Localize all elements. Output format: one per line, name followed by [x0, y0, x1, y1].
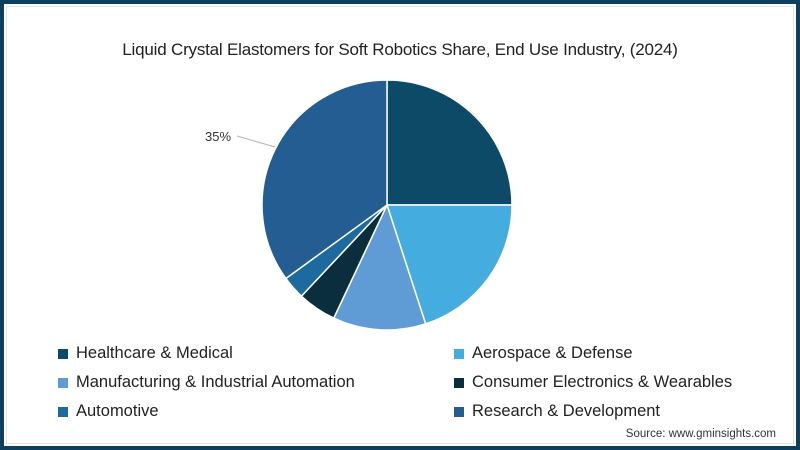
legend-label: Research & Development [472, 402, 661, 420]
swatch-research [454, 406, 464, 417]
swatch-automotive [58, 406, 68, 417]
legend-label: Healthcare & Medical [76, 344, 233, 362]
legend-label: Consumer Electronics & Wearables [472, 373, 733, 391]
leader-line [236, 135, 276, 148]
chart-title: Liquid Crystal Elastomers for Soft Robot… [122, 40, 678, 59]
pie-slice-healthcare[interactable] [386, 79, 513, 206]
legend-item-consumer[interactable]: Consumer Electronics & Wearables [454, 371, 774, 394]
pie-chart: 35% [205, 79, 513, 331]
pie-slice-aerospace[interactable] [385, 204, 513, 325]
legend-item-manufacturing[interactable]: Manufacturing & Industrial Automation [58, 371, 454, 394]
data-label-research: 35% [205, 129, 231, 144]
legend: Healthcare & Medical Aerospace & Defense… [58, 342, 778, 423]
legend-item-aerospace[interactable]: Aerospace & Defense [454, 342, 774, 365]
legend-label: Automotive [76, 402, 159, 420]
swatch-aerospace [454, 348, 464, 359]
swatch-healthcare [58, 348, 68, 359]
pie-slice-manufacturing[interactable] [332, 202, 427, 331]
pie-slice-research[interactable] [261, 79, 388, 280]
legend-item-automotive[interactable]: Automotive [58, 400, 454, 423]
legend-item-healthcare[interactable]: Healthcare & Medical [58, 342, 454, 365]
legend-label: Aerospace & Defense [472, 344, 633, 362]
legend-item-research[interactable]: Research & Development [454, 400, 774, 423]
swatch-consumer [454, 377, 464, 388]
source-note: Source: www.gminsights.com [625, 428, 776, 440]
swatch-manufacturing [58, 377, 68, 388]
legend-label: Manufacturing & Industrial Automation [76, 373, 355, 391]
